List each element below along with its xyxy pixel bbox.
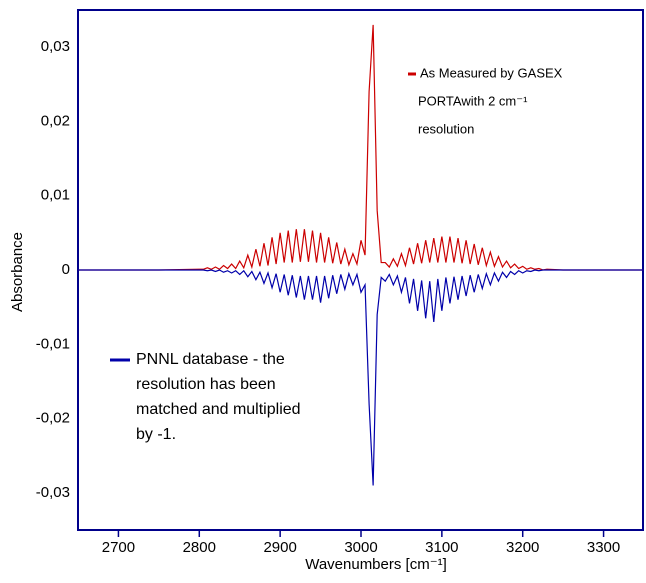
x-tick-label: 2900 (263, 539, 296, 556)
annotation: resolution (418, 121, 474, 136)
y-tick-label: -0,02 (36, 410, 70, 427)
annotation: PORTAwith 2 cm⁻¹ (418, 93, 528, 108)
annotation: resolution has been (136, 376, 276, 393)
spectrum-line (78, 24, 644, 271)
x-tick-label: 2800 (183, 539, 216, 556)
x-tick-label: 3000 (344, 539, 377, 556)
y-tick-label: 0,03 (41, 38, 70, 55)
y-tick-label: 0,01 (41, 187, 70, 204)
y-tick-label: -0,01 (36, 335, 70, 352)
y-tick-label: -0,03 (36, 484, 70, 501)
annotation: matched and multiplied (136, 401, 301, 418)
x-tick-label: 3300 (587, 539, 620, 556)
x-axis-label: Wavenumbers [cm⁻¹] (305, 556, 447, 573)
x-tick-label: 3200 (506, 539, 539, 556)
legend-label: As Measured by GASEX (420, 65, 563, 80)
annotation: by -1. (136, 426, 176, 443)
spectrum-line (78, 269, 644, 486)
x-tick-label: 3100 (425, 539, 458, 556)
y-tick-label: 0,02 (41, 112, 70, 129)
x-tick-label: 2700 (102, 539, 135, 556)
y-axis-label: Absorbance (9, 232, 26, 312)
legend-label: PNNL database - the (136, 351, 285, 368)
y-tick-label: 0 (62, 261, 70, 278)
